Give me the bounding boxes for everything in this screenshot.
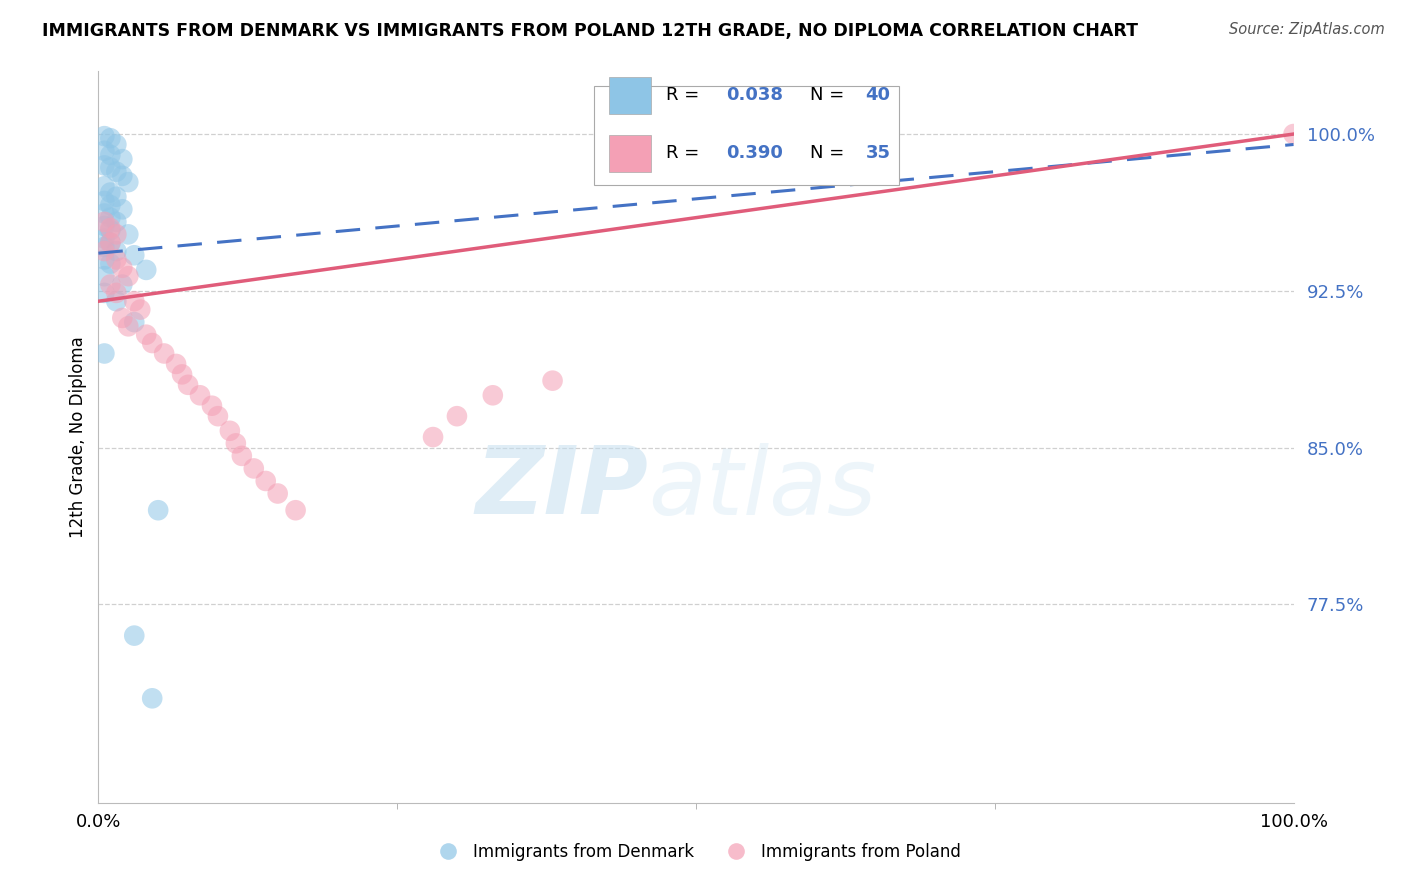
Point	[105, 252, 128, 267]
Point	[284, 503, 307, 517]
Point	[93, 158, 115, 172]
Point	[135, 263, 157, 277]
Point	[207, 409, 229, 424]
Point	[111, 152, 134, 166]
Point	[93, 252, 115, 267]
Point	[243, 461, 266, 475]
FancyBboxPatch shape	[595, 86, 900, 185]
Point	[124, 294, 146, 309]
Point	[105, 137, 128, 152]
Point	[481, 388, 505, 402]
Point	[98, 257, 122, 271]
Point	[105, 244, 128, 258]
Point	[177, 377, 200, 392]
Point	[117, 175, 139, 189]
Point	[93, 194, 115, 208]
Point	[105, 164, 128, 178]
Point	[117, 227, 139, 242]
Point	[111, 202, 134, 217]
Point	[98, 211, 122, 225]
Point	[98, 235, 122, 250]
Point	[98, 131, 122, 145]
Point	[153, 346, 176, 360]
Text: IMMIGRANTS FROM DENMARK VS IMMIGRANTS FROM POLAND 12TH GRADE, NO DIPLOMA CORRELA: IMMIGRANTS FROM DENMARK VS IMMIGRANTS FR…	[42, 22, 1139, 40]
Point	[172, 368, 194, 382]
Point	[93, 129, 115, 144]
Point	[93, 231, 115, 245]
Point	[124, 315, 146, 329]
Point	[111, 169, 134, 183]
Point	[98, 198, 122, 212]
Text: 35: 35	[866, 145, 890, 162]
Point	[93, 179, 115, 194]
Point	[105, 285, 128, 300]
Point	[98, 148, 122, 162]
Point	[105, 294, 128, 309]
Point	[117, 269, 139, 284]
Text: N =: N =	[810, 87, 849, 104]
Point	[93, 240, 115, 254]
Point	[254, 474, 277, 488]
Point	[124, 629, 146, 643]
Text: 40: 40	[866, 87, 890, 104]
Point	[165, 357, 187, 371]
Point	[541, 374, 564, 388]
Point	[201, 399, 224, 413]
Point	[93, 215, 115, 229]
Point	[422, 430, 444, 444]
Text: Source: ZipAtlas.com: Source: ZipAtlas.com	[1229, 22, 1385, 37]
Point	[93, 285, 115, 300]
FancyBboxPatch shape	[609, 78, 651, 114]
Point	[93, 219, 115, 233]
Point	[93, 244, 115, 258]
Point	[98, 161, 122, 175]
Point	[111, 260, 134, 275]
Point	[446, 409, 468, 424]
Point	[98, 235, 122, 250]
Text: 0.038: 0.038	[725, 87, 783, 104]
Point	[148, 503, 170, 517]
Point	[219, 424, 242, 438]
Text: atlas: atlas	[648, 442, 876, 533]
Point	[225, 436, 247, 450]
Point	[111, 277, 134, 292]
Point	[1282, 127, 1305, 141]
Text: ZIP: ZIP	[475, 442, 648, 534]
Point	[129, 302, 152, 317]
Point	[105, 190, 128, 204]
Point	[135, 327, 157, 342]
Point	[98, 186, 122, 200]
Text: R =: R =	[666, 145, 704, 162]
Text: 0.390: 0.390	[725, 145, 783, 162]
Point	[188, 388, 211, 402]
Point	[93, 144, 115, 158]
Legend: Immigrants from Denmark, Immigrants from Poland: Immigrants from Denmark, Immigrants from…	[425, 837, 967, 868]
Text: N =: N =	[810, 145, 849, 162]
FancyBboxPatch shape	[609, 135, 651, 171]
Point	[117, 319, 139, 334]
Point	[105, 215, 128, 229]
Point	[93, 346, 115, 360]
Point	[93, 206, 115, 220]
Point	[231, 449, 253, 463]
Point	[93, 269, 115, 284]
Point	[141, 691, 163, 706]
Text: R =: R =	[666, 87, 704, 104]
Point	[141, 336, 163, 351]
Point	[98, 221, 122, 235]
Point	[105, 227, 128, 242]
Point	[267, 486, 290, 500]
Point	[98, 223, 122, 237]
Point	[124, 248, 146, 262]
Y-axis label: 12th Grade, No Diploma: 12th Grade, No Diploma	[69, 336, 87, 538]
Point	[98, 277, 122, 292]
Point	[111, 310, 134, 325]
